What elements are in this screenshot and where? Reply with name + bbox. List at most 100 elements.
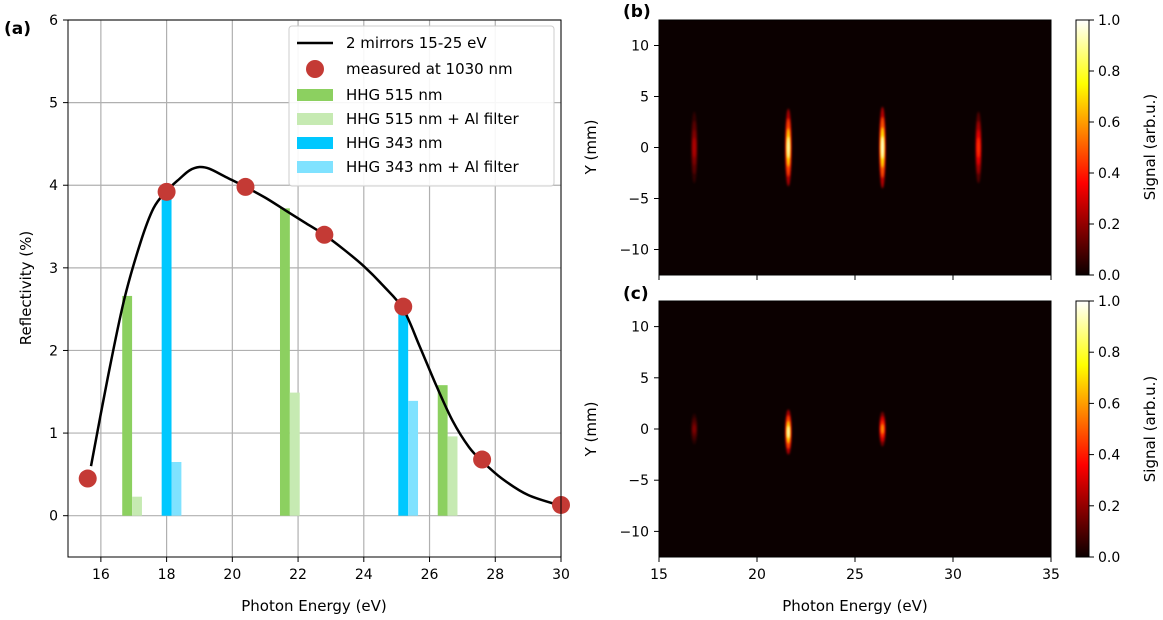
measured-point — [157, 182, 176, 201]
x-tick-label: 28 — [486, 567, 504, 583]
spectral-spot — [881, 136, 884, 159]
bar — [171, 461, 182, 516]
colorbar-tick-label: 0.0 — [1098, 550, 1120, 566]
colorbar-tick-label: 0.6 — [1098, 396, 1120, 412]
colorbar-tick-label: 0.4 — [1098, 448, 1120, 464]
x-tick-label: 15 — [650, 567, 668, 583]
spectral-spot — [787, 136, 790, 159]
colorbar-tick-label: 0.0 — [1098, 268, 1120, 284]
spectral-spot — [881, 424, 884, 434]
x-tick-label: 30 — [552, 567, 570, 583]
legend-swatch-hhg343 — [297, 137, 333, 149]
legend-marker-swatch — [306, 60, 324, 78]
y-tick-label: −10 — [619, 524, 649, 540]
x-tick-label: 20 — [223, 567, 241, 583]
panel-c-ylabel: Y (mm) — [582, 402, 600, 458]
legend-entry-hhg515: HHG 515 nm — [346, 86, 442, 104]
panel-b-label: (b) — [623, 2, 651, 22]
y-tick-label: 2 — [49, 343, 58, 359]
y-tick-label: 1 — [49, 426, 58, 442]
panel-a-frame — [67, 19, 562, 558]
x-tick-label: 25 — [846, 567, 864, 583]
bar — [447, 436, 458, 516]
measured-point — [236, 177, 255, 196]
panel-b-y-axis: −10 −5 0 5 10 — [619, 39, 659, 259]
panel-c: (c) 15 20 25 30 35 −10 −5 0 5 10 Photon Energy (… — [582, 284, 1159, 615]
panel-c-label: (c) — [623, 284, 649, 304]
panel-c-xlabel: Photon Energy (eV) — [782, 597, 928, 615]
y-tick-label: 3 — [49, 261, 58, 277]
colorbar-tick-label: 0.2 — [1098, 499, 1120, 515]
panel-c-colorbar-label: Signal (arb.u.) — [1141, 376, 1159, 482]
y-tick-label: 5 — [640, 371, 649, 387]
panel-b-colorbar-label: Signal (arb.u.) — [1141, 94, 1159, 200]
x-tick-label: 18 — [158, 567, 176, 583]
panel-a-curve — [89, 165, 562, 507]
x-tick-label: 35 — [1042, 567, 1060, 583]
legend-entry-hhg515-al: HHG 515 nm + Al filter — [346, 110, 519, 128]
y-tick-label: 10 — [631, 39, 649, 55]
panel-b-image-background — [659, 20, 1051, 275]
measured-point — [78, 469, 97, 488]
legend-swatch-hhg343-al — [297, 161, 333, 173]
panel-a-ylabel: Reflectivity (%) — [17, 231, 35, 345]
legend-swatch-hhg515 — [297, 89, 333, 101]
y-tick-label: 5 — [49, 96, 58, 112]
panel-a-y-axis: 0 1 2 3 4 5 6 — [49, 13, 68, 525]
measured-point — [315, 225, 334, 244]
panel-c-colorbar-ticks: 0.0 0.2 0.4 0.6 0.8 1.0 — [1089, 294, 1120, 566]
panel-c-image-background — [659, 301, 1051, 557]
panel-b-colorbar — [1075, 19, 1090, 276]
legend-box — [288, 25, 555, 187]
y-tick-label: 0 — [640, 141, 649, 157]
legend-entry-curve: 2 mirrors 15-25 eV — [346, 34, 487, 52]
y-tick-label: 0 — [49, 509, 58, 525]
panel-c-colorbar — [1075, 300, 1090, 558]
bar — [408, 400, 419, 516]
bar — [437, 385, 448, 516]
colorbar-tick-label: 0.8 — [1098, 64, 1120, 80]
y-tick-label: −10 — [619, 243, 649, 259]
x-tick-label: 24 — [355, 567, 373, 583]
x-tick-label: 20 — [748, 567, 766, 583]
spectral-spot — [693, 137, 696, 158]
colorbar-tick-label: 1.0 — [1098, 294, 1120, 310]
measured-point — [394, 297, 413, 316]
panel-c-x-axis: 15 20 25 30 35 — [650, 557, 1060, 583]
legend-entry-hhg343: HHG 343 nm — [346, 134, 442, 152]
bar — [279, 208, 290, 516]
panel-a-x-axis: 16 18 20 22 24 26 28 30 — [92, 557, 570, 583]
x-tick-label: 30 — [944, 567, 962, 583]
panel-b-ylabel: Y (mm) — [582, 120, 600, 176]
y-tick-label: −5 — [628, 473, 649, 489]
legend-swatch-hhg515-al — [297, 113, 333, 125]
panel-a-label: (a) — [4, 19, 31, 39]
y-tick-label: 5 — [640, 90, 649, 106]
panel-a-legend: 2 mirrors 15-25 eV measured at 1030 nm H… — [288, 25, 555, 187]
panel-b-x-axis — [658, 275, 1052, 280]
x-tick-label: 16 — [92, 567, 110, 583]
panel-a: (a) 16 18 20 22 24 26 28 30 0 1 2 3 4 5 6 Photon Ener… — [4, 13, 570, 615]
legend-entry-measured: measured at 1030 nm — [346, 60, 513, 78]
bar — [132, 496, 142, 516]
panel-b-colorbar-ticks: 0.0 0.2 0.4 0.6 0.8 1.0 — [1089, 13, 1120, 284]
bar — [161, 197, 172, 516]
spectral-spot — [787, 425, 790, 439]
panel-a-measured-points — [78, 177, 570, 514]
y-tick-label: 0 — [640, 422, 649, 438]
panel-c-y-axis: −10 −5 0 5 10 — [619, 320, 659, 540]
y-tick-label: 6 — [49, 13, 58, 29]
bar — [398, 309, 409, 516]
y-tick-label: 4 — [49, 178, 58, 194]
legend-entry-hhg343-al: HHG 343 nm + Al filter — [346, 158, 519, 176]
panel-a-bars — [122, 197, 458, 516]
measured-point — [473, 450, 492, 469]
x-tick-label: 22 — [289, 567, 307, 583]
y-tick-label: −5 — [628, 192, 649, 208]
colorbar-tick-label: 0.6 — [1098, 115, 1120, 131]
bar — [289, 392, 300, 516]
reflectivity-curve — [89, 165, 562, 507]
colorbar-tick-label: 0.8 — [1098, 345, 1120, 361]
